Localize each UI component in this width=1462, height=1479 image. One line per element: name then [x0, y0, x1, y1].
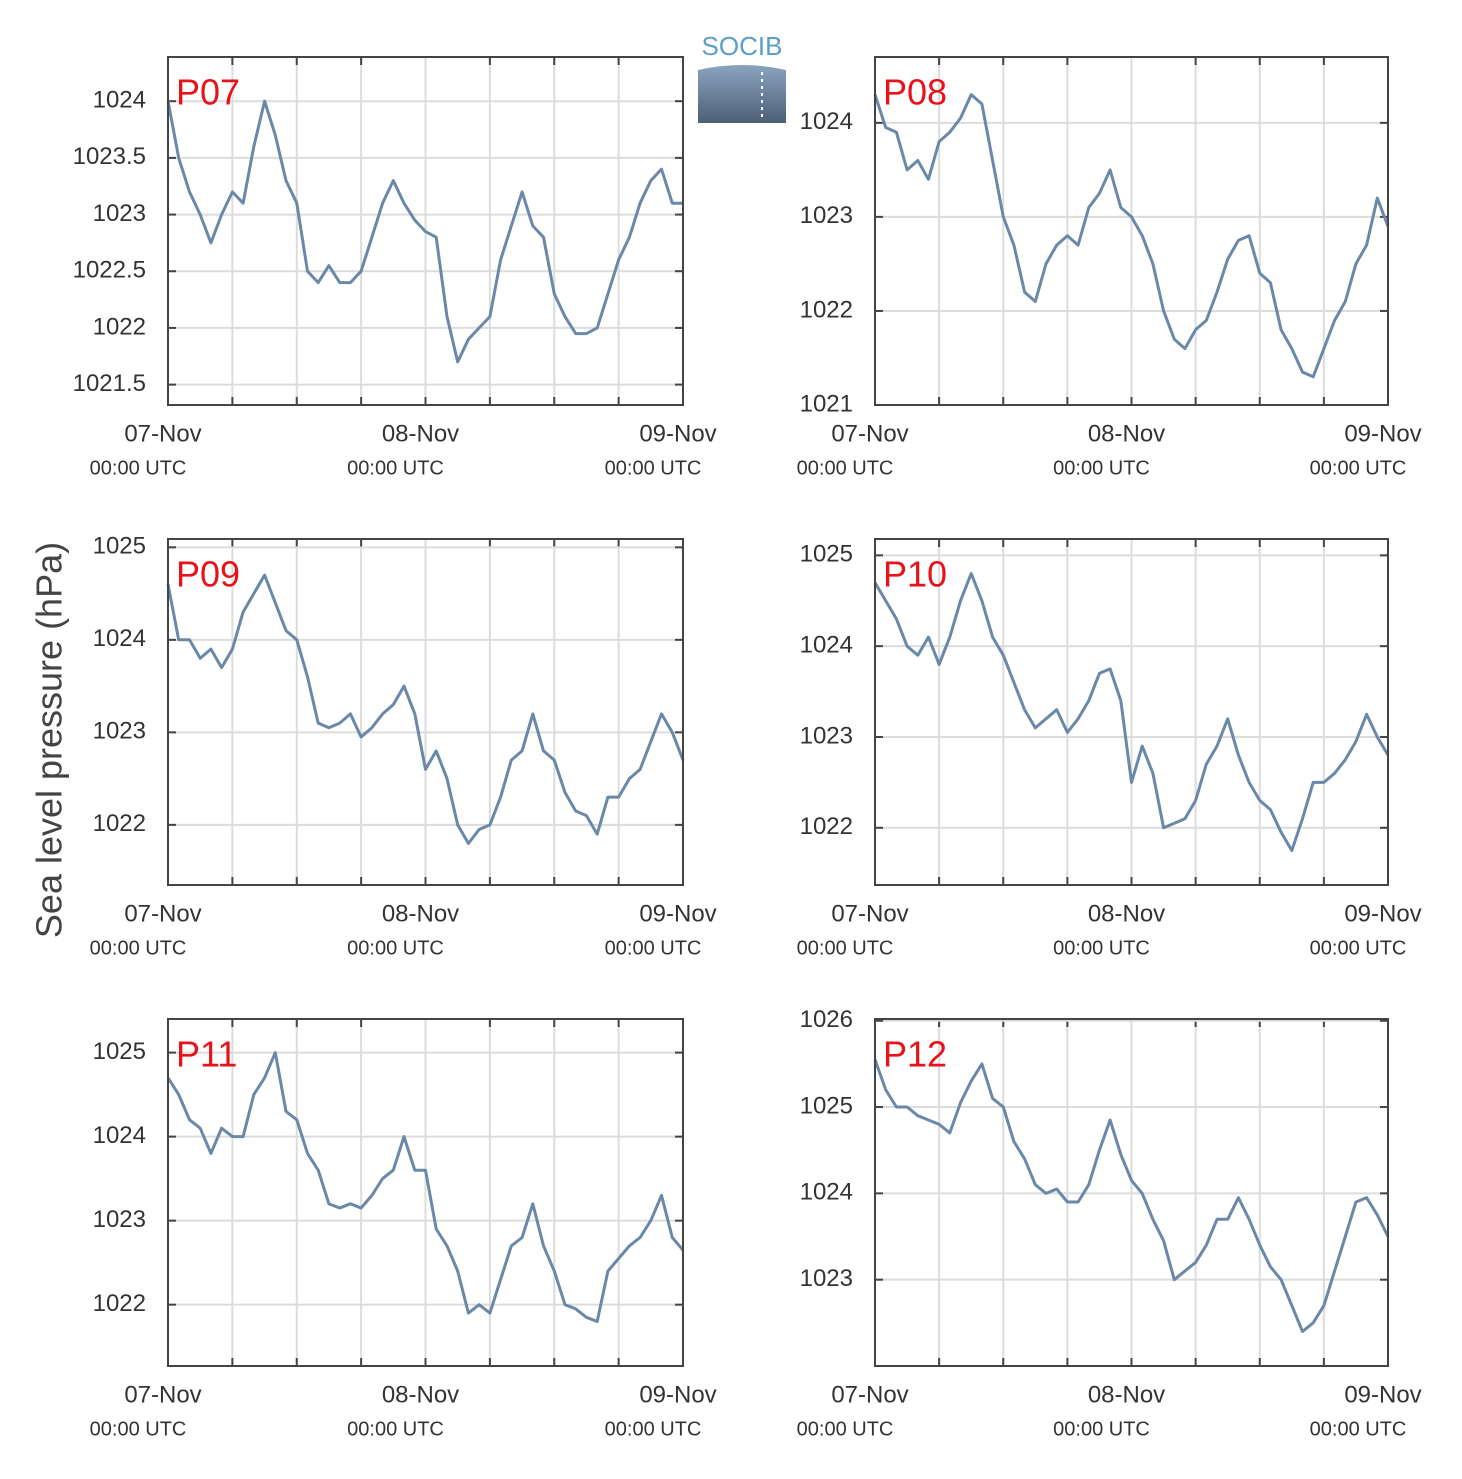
- x-tick-sublabel: 00:00 UTC: [1310, 457, 1407, 479]
- panel-title: P10: [883, 554, 947, 595]
- axes-frame: [167, 56, 684, 406]
- y-tick-label: 1024: [800, 1179, 853, 1206]
- x-tick-label: 08-Nov: [382, 1381, 459, 1408]
- y-tick-label: 1022: [800, 813, 853, 840]
- x-tick-label: 07-Nov: [124, 1381, 201, 1408]
- y-tick-label: 1026: [800, 1006, 853, 1033]
- y-tick-label: 1024: [800, 108, 853, 135]
- y-tick-label: 1025: [93, 533, 146, 560]
- panel: 07-Nov 00:00 UTC 08-Nov 00:00 UTC 09-Nov 00:0…: [90, 1018, 717, 1440]
- y-tick-label: 1022: [93, 1290, 146, 1317]
- x-tick-label: 08-Nov: [382, 420, 459, 447]
- y-tick-label: 1022: [93, 313, 146, 340]
- x-tick-label: 07-Nov: [124, 900, 201, 927]
- panel: 07-Nov 00:00 UTC 08-Nov 00:00 UTC 09-Nov 00:0…: [797, 538, 1422, 959]
- line-series: [873, 1059, 1390, 1333]
- y-tick-label: 1024: [800, 632, 853, 659]
- x-tick-sublabel: 00:00 UTC: [1310, 937, 1407, 959]
- panel-title: P07: [176, 72, 240, 113]
- x-tick-label: 07-Nov: [831, 1381, 908, 1408]
- panel: 07-Nov 00:00 UTC 08-Nov 00:00 UTC 09-Nov 00:0…: [90, 533, 717, 960]
- x-tick-sublabel: 00:00 UTC: [1053, 457, 1150, 479]
- x-tick-label: 07-Nov: [831, 900, 908, 927]
- panel-title: P09: [176, 554, 240, 595]
- y-tick-label: 1023: [93, 1206, 146, 1233]
- y-tick-label: 1025: [93, 1038, 146, 1065]
- x-tick-sublabel: 00:00 UTC: [90, 457, 187, 479]
- y-axis-label: Sea level pressure (hPa): [29, 542, 70, 938]
- x-tick-label: 08-Nov: [1088, 1381, 1165, 1408]
- x-tick-sublabel: 00:00 UTC: [1310, 1418, 1407, 1440]
- logo: SOCIB: [698, 31, 786, 123]
- x-tick-label: 07-Nov: [124, 420, 201, 447]
- y-tick-label: 1022: [800, 296, 853, 323]
- panel: 07-Nov 00:00 UTC 08-Nov 00:00 UTC 09-Nov 00:0…: [73, 56, 717, 479]
- x-tick-label: 08-Nov: [382, 900, 459, 927]
- axes-frame: [874, 538, 1389, 886]
- axes-frame: [874, 1018, 1389, 1367]
- axes-frame: [874, 56, 1389, 406]
- x-tick-label: 07-Nov: [831, 420, 908, 447]
- x-tick-sublabel: 00:00 UTC: [797, 1418, 894, 1440]
- x-tick-sublabel: 00:00 UTC: [1053, 1418, 1150, 1440]
- x-tick-label: 09-Nov: [1344, 900, 1421, 927]
- x-tick-sublabel: 00:00 UTC: [605, 1418, 702, 1440]
- y-tick-label: 1023: [800, 202, 853, 229]
- x-tick-label: 09-Nov: [1344, 1381, 1421, 1408]
- y-tick-label: 1025: [800, 541, 853, 568]
- x-tick-label: 08-Nov: [1088, 420, 1165, 447]
- x-tick-label: 09-Nov: [639, 1381, 716, 1408]
- logo-text: SOCIB: [702, 31, 783, 61]
- line-series: [873, 93, 1390, 379]
- y-tick-label: 1023: [800, 722, 853, 749]
- y-tick-label: 1022.5: [73, 257, 146, 284]
- x-tick-sublabel: 00:00 UTC: [797, 457, 894, 479]
- x-tick-sublabel: 00:00 UTC: [90, 937, 187, 959]
- x-tick-sublabel: 00:00 UTC: [605, 937, 702, 959]
- x-tick-sublabel: 00:00 UTC: [90, 1418, 187, 1440]
- panel: 07-Nov 00:00 UTC 08-Nov 00:00 UTC 09-Nov 00:0…: [797, 56, 1422, 479]
- y-tick-label: 1024: [93, 1122, 146, 1149]
- x-tick-sublabel: 00:00 UTC: [797, 937, 894, 959]
- y-tick-label: 1022: [93, 810, 146, 837]
- x-tick-label: 09-Nov: [639, 900, 716, 927]
- x-tick-label: 09-Nov: [1344, 420, 1421, 447]
- y-tick-label: 1023.5: [73, 143, 146, 170]
- panel-title: P08: [883, 72, 947, 113]
- line-series: [166, 573, 685, 845]
- y-tick-label: 1021.5: [73, 370, 146, 397]
- x-tick-sublabel: 00:00 UTC: [1053, 937, 1150, 959]
- y-tick-label: 1024: [93, 87, 146, 114]
- axes-frame: [167, 538, 684, 886]
- line-series: [166, 1051, 685, 1323]
- y-tick-label: 1023: [93, 200, 146, 227]
- line-series: [873, 572, 1390, 852]
- x-tick-sublabel: 00:00 UTC: [347, 937, 444, 959]
- y-tick-label: 1023: [93, 718, 146, 745]
- panel-title: P11: [176, 1034, 237, 1075]
- y-tick-label: 1021: [800, 390, 853, 417]
- panel: 07-Nov 00:00 UTC 08-Nov 00:00 UTC 09-Nov 00:0…: [797, 1006, 1422, 1440]
- x-tick-sublabel: 00:00 UTC: [347, 1418, 444, 1440]
- y-tick-label: 1024: [93, 625, 146, 652]
- y-tick-label: 1023: [800, 1265, 853, 1292]
- x-tick-label: 09-Nov: [639, 420, 716, 447]
- x-tick-sublabel: 00:00 UTC: [347, 457, 444, 479]
- panel-title: P12: [883, 1034, 947, 1075]
- y-tick-label: 1025: [800, 1092, 853, 1119]
- line-series: [166, 99, 683, 364]
- logo-shape: [698, 65, 786, 123]
- x-tick-label: 08-Nov: [1088, 900, 1165, 927]
- x-tick-sublabel: 00:00 UTC: [605, 457, 702, 479]
- axes-frame: [167, 1018, 684, 1367]
